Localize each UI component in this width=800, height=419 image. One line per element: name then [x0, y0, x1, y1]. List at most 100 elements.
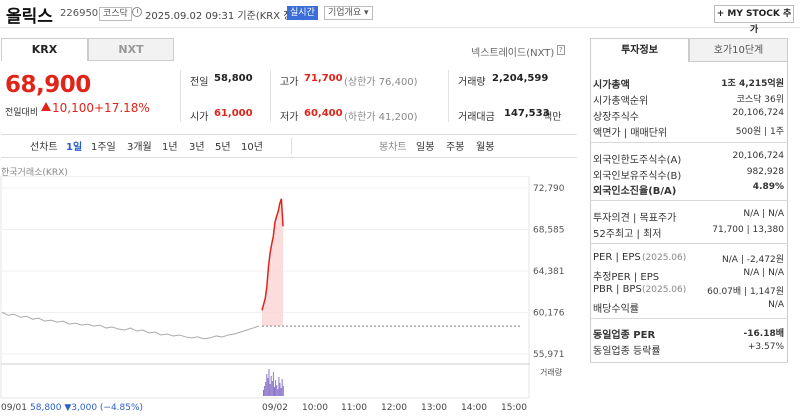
pbr-date: (2025.06) [642, 285, 687, 295]
x-tick-label: 09/02 [262, 403, 288, 413]
per-date: (2025.06) [642, 253, 687, 263]
volume-bar [267, 378, 269, 396]
company-name: 올릭스 [6, 7, 53, 27]
est-per-label: 추정PER | EPS [593, 272, 660, 283]
par-label: 액면가 | 매매단위 [593, 128, 668, 139]
x-tick-label: 10:00 [302, 403, 328, 413]
lower-limit: (하한가 41,200) [344, 112, 418, 123]
volume-bar [281, 379, 283, 396]
divider [448, 70, 449, 122]
volume-bar [265, 382, 267, 396]
prev-day-summary: 58,800 ▼3,000 (−4.85%) [30, 403, 144, 413]
header-bar [0, 0, 800, 28]
volume-bar [275, 380, 277, 396]
prev-close-label: 전일 [190, 77, 209, 88]
volume-value: 2,204,599 [492, 73, 549, 84]
x-tick-label: 11:00 [341, 403, 367, 413]
realtime-button[interactable]: 실시간 [287, 6, 318, 20]
foreign-limit-label: 외국인한도주식수(A) [593, 155, 682, 166]
cap-rank-value: 코스닥 36위 [736, 95, 784, 105]
volume-bar [271, 381, 273, 396]
period-3y[interactable]: 3년 [189, 142, 205, 153]
dividend-label: 배당수익률 [593, 304, 639, 315]
add-mystock-button[interactable]: + MY STOCK 추가 [714, 5, 794, 35]
today-area [262, 198, 283, 327]
today-line [261, 198, 284, 311]
est-per-value: N/A | N/A [743, 268, 784, 278]
period-10y[interactable]: 10년 [241, 142, 263, 153]
up-arrow-icon [41, 102, 51, 111]
foreign-hold-label: 외국인보유주식수(B) [593, 171, 682, 182]
company-info-dropdown[interactable]: 기업개요 ▾ [324, 6, 373, 20]
candle-monthly[interactable]: 월봉 [476, 142, 495, 153]
amount-unit: 백만 [543, 112, 562, 123]
pbr-label: PBR | BPS [593, 284, 642, 295]
amount-label: 거래대금 [458, 112, 495, 123]
divider [270, 70, 271, 122]
help-icon[interactable]: ? [557, 45, 565, 55]
par-value: 500원 | 1주 [735, 127, 784, 137]
y-tick-label: 68,585 [533, 226, 565, 236]
per-label: PER | EPS [593, 252, 641, 263]
per-value: N/A | -2,472원 [722, 255, 784, 265]
y-tick-label: 60,176 [533, 309, 565, 319]
pbr-value: 60.07배 | 1,147원 [707, 287, 784, 297]
volume-bar [264, 386, 266, 396]
listed-shares-value: 20,106,724 [732, 108, 784, 118]
line-chart-label: 선차트 [30, 142, 58, 153]
low-label: 저가 [280, 112, 299, 123]
volume-label: 거래량 [458, 77, 486, 88]
high-label: 고가 [280, 77, 299, 88]
cap-rank-label: 시가총액순위 [593, 96, 649, 107]
y-axis: 72,790 68,585 64,381 60,176 55,971 [533, 184, 565, 360]
chart-source: 한국거래소(KRX) [1, 168, 68, 178]
period-1y[interactable]: 1년 [162, 142, 178, 153]
foreign-hold-value: 982,928 [746, 167, 784, 177]
industry-rate-value: +3.57% [747, 342, 784, 352]
change-rate: +17.18% [94, 101, 150, 115]
x-tick-label: 13:00 [421, 403, 447, 413]
x-tick-label: 09/01 [1, 403, 27, 413]
candle-chart-label: 봉차트 [379, 142, 407, 153]
period-5y[interactable]: 5년 [215, 142, 231, 153]
divider [291, 138, 292, 154]
volume-bar [282, 386, 284, 396]
volume-bar [268, 369, 270, 396]
current-price: 68,900 [5, 72, 91, 98]
x-tick-label: 14:00 [461, 403, 487, 413]
opinion-value: N/A | N/A [743, 209, 784, 219]
opinion-label: 투자의견 | 목표주가 [593, 213, 677, 224]
volume-bar [274, 387, 275, 396]
timestamp: 2025.09.02 09:31 기준(KRX 장중) [145, 11, 306, 22]
x-tick-label: 12:00 [381, 403, 407, 413]
volume-bar [270, 376, 272, 396]
period-3m[interactable]: 3개월 [127, 142, 152, 153]
tab-nxt[interactable]: NXT [88, 38, 174, 61]
nextrade-label: 넥스트레이드(NXT) [471, 48, 555, 59]
change-amount: 10,100 [52, 101, 94, 115]
upper-limit: (상한가 76,400) [344, 77, 418, 88]
low-value: 60,400 [304, 108, 343, 119]
tab-orderbook[interactable]: 호가10단계 [689, 38, 788, 62]
price-chart[interactable]: 72,790 68,585 64,381 60,176 55,971 [0, 176, 580, 402]
volume-bar [269, 384, 271, 396]
volume-bar [279, 383, 281, 396]
tab-invest-info[interactable]: 투자정보 [590, 38, 689, 62]
industry-per-label[interactable]: 동일업종 PER [593, 330, 656, 341]
prev-day-line [1, 311, 260, 340]
volume-bar [263, 390, 264, 396]
open-label: 시가 [190, 112, 209, 123]
period-1d[interactable]: 1일 [66, 142, 83, 153]
foreign-limit-value: 20,106,724 [732, 151, 784, 161]
industry-per-value: -16.18배 [743, 329, 784, 339]
candle-daily[interactable]: 일봉 [416, 142, 435, 153]
industry-rate-label[interactable]: 동일업종 등락률 [593, 346, 661, 357]
period-1w[interactable]: 1주일 [91, 142, 116, 153]
x-tick-label: 15:00 [501, 403, 527, 413]
open-value: 61,000 [214, 108, 253, 119]
tab-krx[interactable]: KRX [1, 38, 88, 61]
candle-weekly[interactable]: 주봉 [446, 142, 465, 153]
foreign-ratio-value: 4.89% [752, 182, 784, 192]
week52-value: 71,700 | 13,380 [712, 225, 784, 235]
divider [590, 362, 788, 363]
